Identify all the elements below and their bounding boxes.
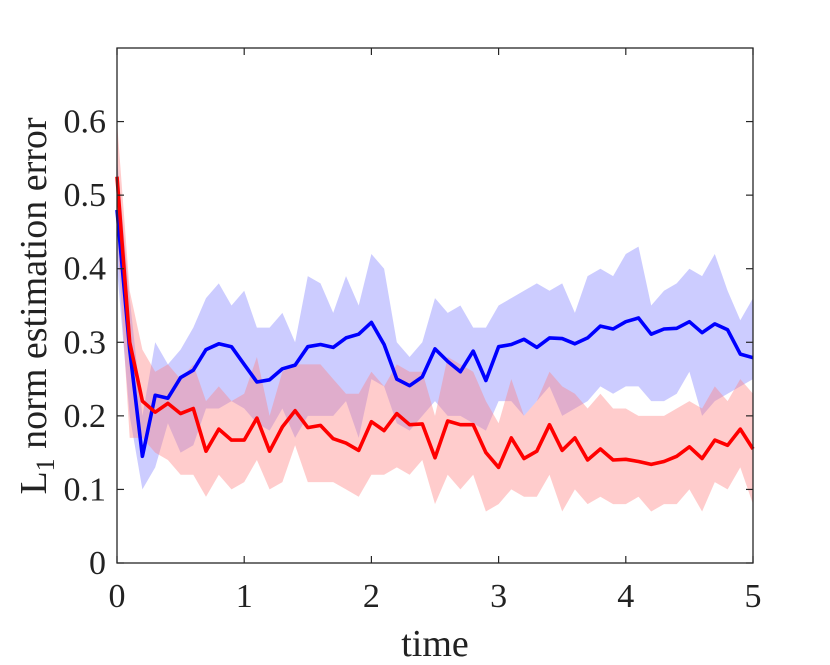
x-axis-label: time xyxy=(401,623,469,665)
y-tick-label: 0.1 xyxy=(64,471,107,508)
y-tick-label: 0.3 xyxy=(64,324,107,361)
y-axis-ticks: 0 0.1 0.2 0.3 0.4 0.5 0.6 xyxy=(64,104,753,582)
axes xyxy=(116,47,754,564)
x-tick-label: 0 xyxy=(109,578,126,615)
x-tick-label: 3 xyxy=(490,578,507,615)
y-axis-label-main: L xyxy=(13,471,55,494)
line-red xyxy=(115,176,755,470)
plot-frame xyxy=(116,47,754,564)
x-tick-label: 5 xyxy=(745,578,762,615)
y-axis-label-rest: norm estimation error xyxy=(13,117,55,458)
confidence-bands xyxy=(117,121,753,512)
x-tick-label: 2 xyxy=(363,578,380,615)
x-tick-label: 4 xyxy=(617,578,634,615)
y-tick-label: 0.4 xyxy=(64,251,107,288)
y-tick-label: 0 xyxy=(89,545,106,582)
y-axis-label: L1 norm estimation error xyxy=(13,117,60,494)
line-blue xyxy=(115,209,754,459)
y-axis-label-subscript: 1 xyxy=(31,458,60,471)
series-lines xyxy=(115,176,755,470)
y-tick-label: 0.2 xyxy=(64,398,107,435)
band-blue xyxy=(117,158,753,490)
y-tick-label: 0.6 xyxy=(64,104,107,141)
y-tick-label: 0.5 xyxy=(64,177,107,214)
x-axis-ticks: 0 1 2 3 4 5 xyxy=(109,48,762,615)
band-red xyxy=(117,121,753,512)
x-tick-label: 1 xyxy=(236,578,253,615)
